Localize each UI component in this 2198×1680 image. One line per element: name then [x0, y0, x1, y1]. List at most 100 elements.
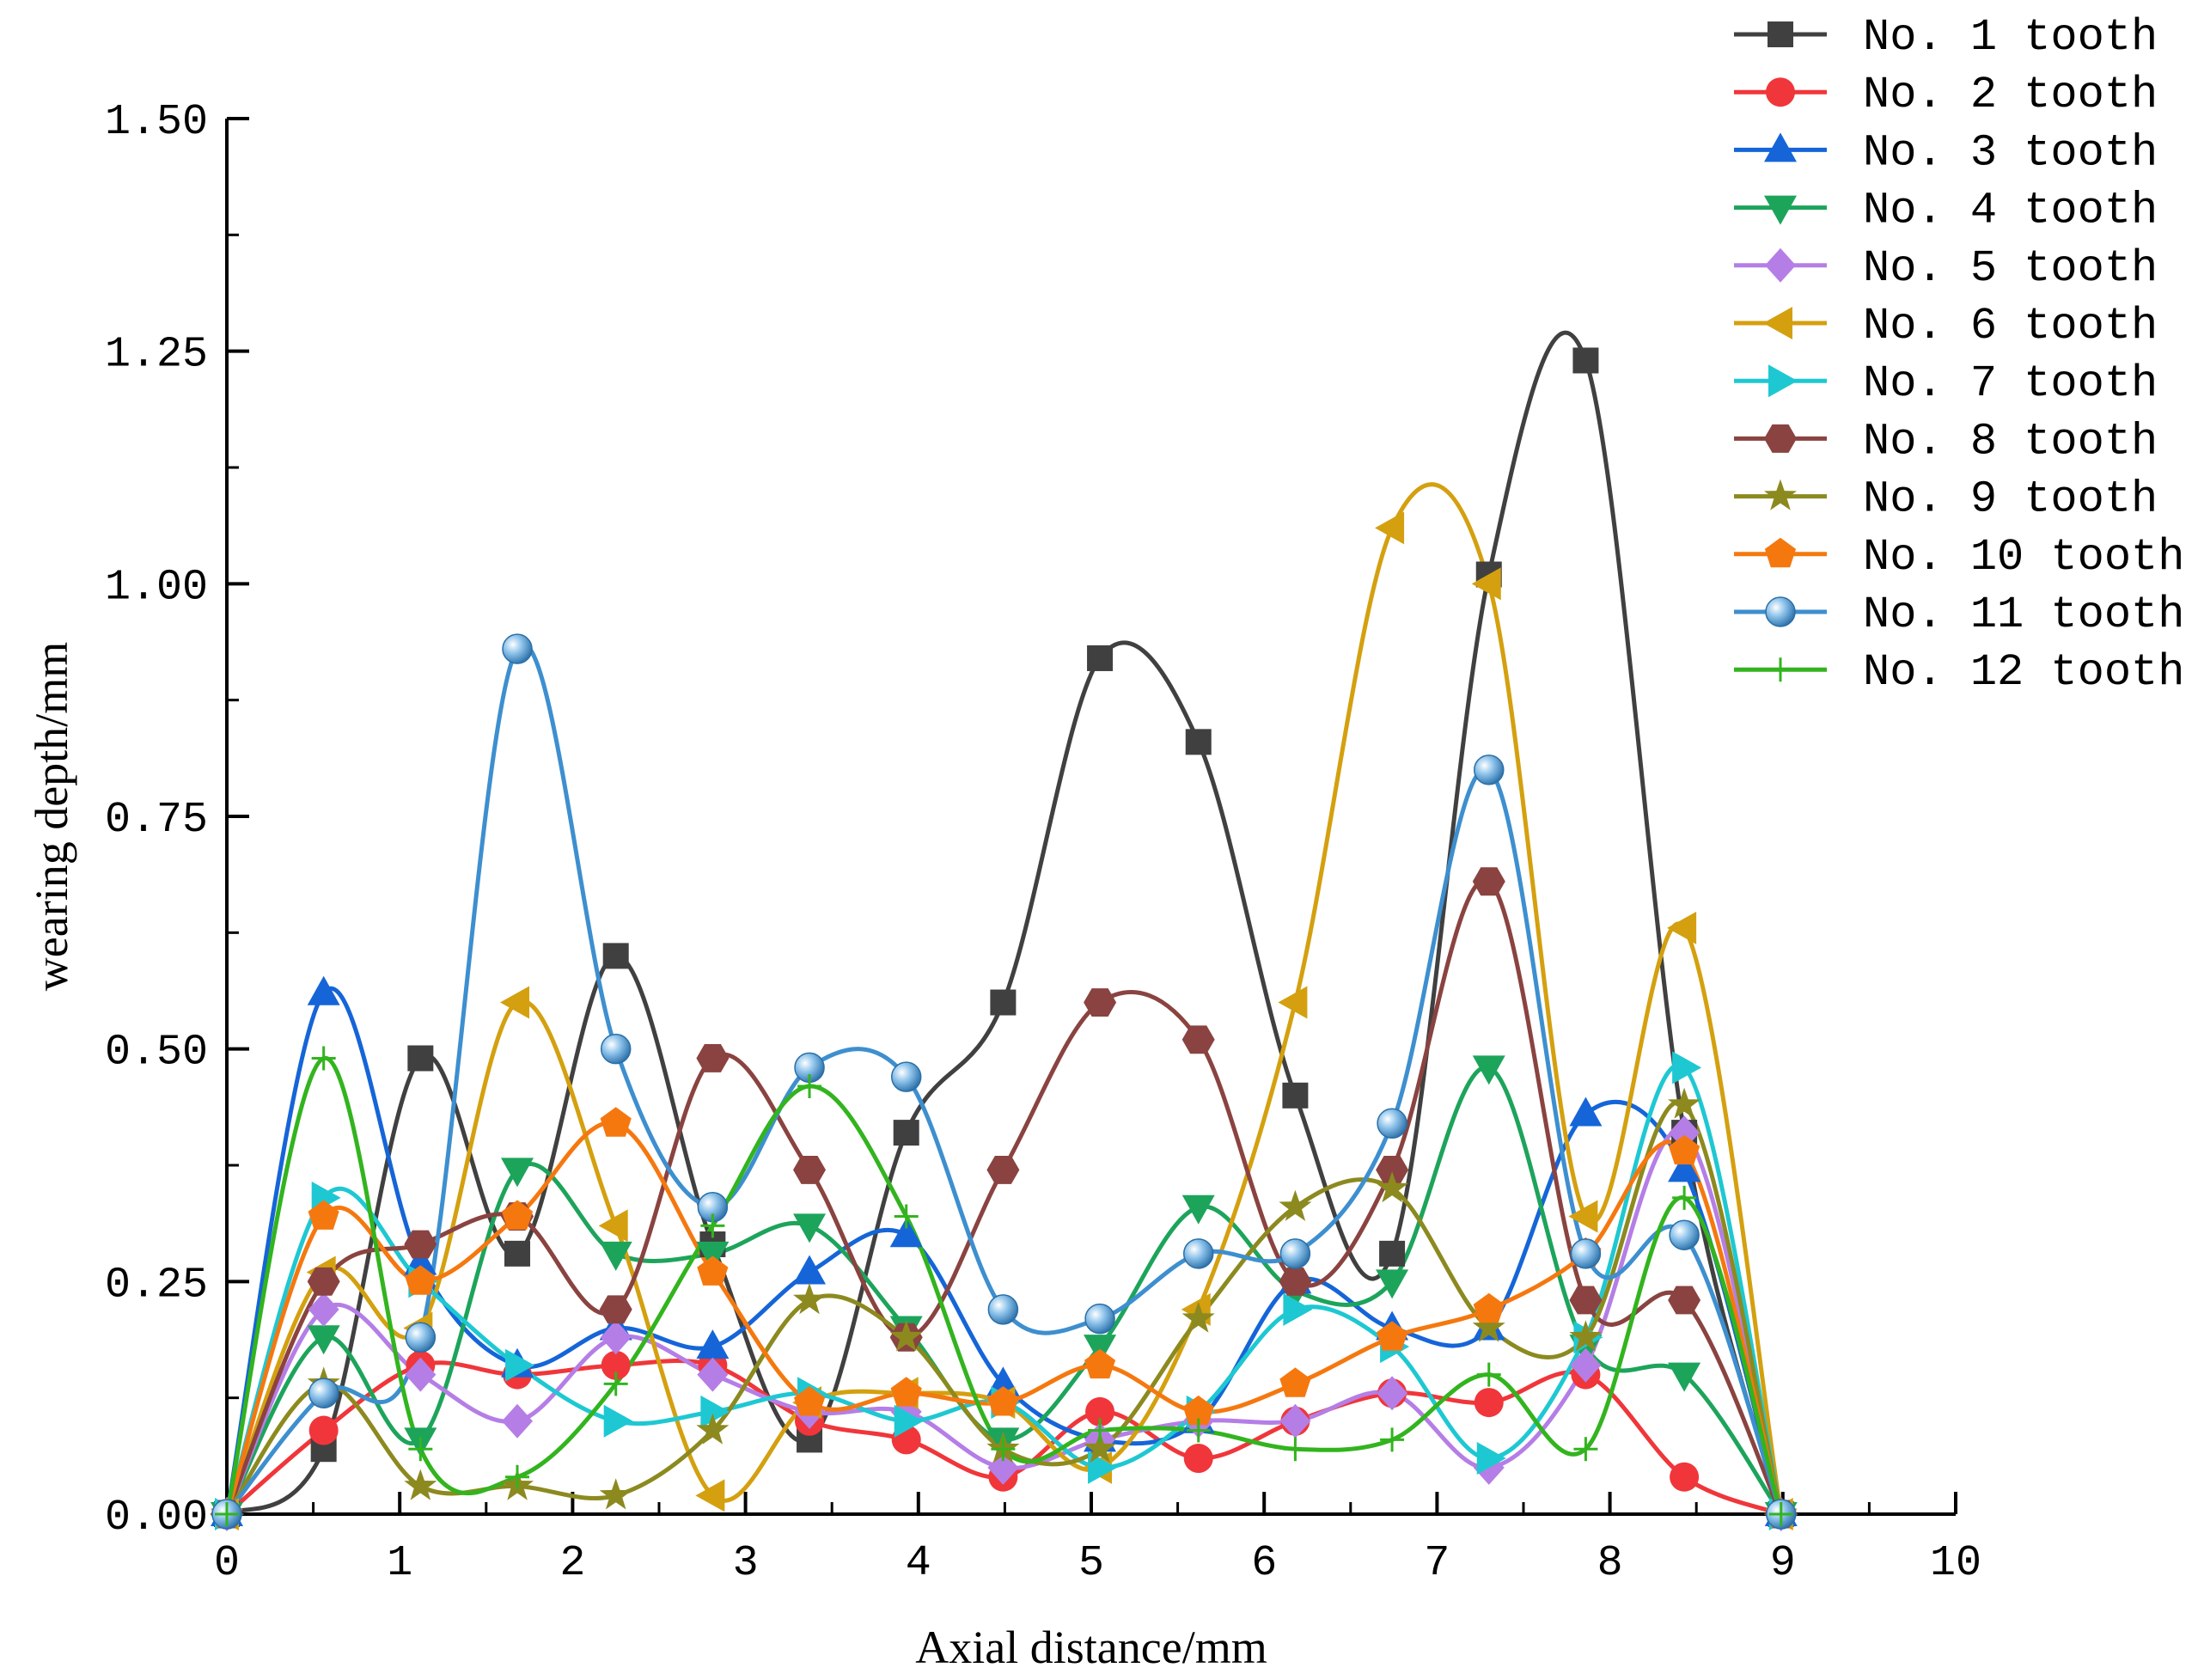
y-axis-title: wearing depth/mm: [26, 642, 77, 991]
data-point-4: [599, 1241, 632, 1271]
data-point-11: [890, 1061, 922, 1092]
data-point-10: [794, 1386, 826, 1416]
y-tick-label: 1.00: [105, 563, 208, 612]
data-point-12: [1088, 1418, 1113, 1443]
legend-label: No. 12 tooth: [1863, 647, 2184, 698]
data-point-5: [308, 1292, 339, 1327]
data-point-2: [308, 1415, 339, 1445]
legend-label: No. 8 tooth: [1863, 416, 2158, 467]
data-point-11: [1669, 1219, 1700, 1250]
data-point-12: [1672, 1185, 1697, 1210]
data-point-12: [1283, 1437, 1308, 1462]
legend-label: No. 11 tooth: [1863, 590, 2184, 640]
data-point-12: [894, 1204, 919, 1229]
data-point-7: [1283, 1292, 1313, 1326]
legend-marker: [1768, 657, 1792, 682]
data-point-1: [1379, 1240, 1406, 1267]
data-point-10: [1084, 1348, 1116, 1379]
data-point-12: [1380, 1427, 1405, 1452]
data-point-12: [1476, 1362, 1501, 1387]
data-point-12: [991, 1437, 1016, 1462]
legend-marker: [1764, 424, 1797, 453]
x-tick-label: 1: [387, 1539, 412, 1588]
data-point-2: [1670, 1462, 1700, 1492]
data-point-10: [1279, 1367, 1311, 1397]
x-tick-label: 6: [1251, 1539, 1277, 1588]
data-point-5: [600, 1320, 632, 1355]
data-point-8: [404, 1230, 437, 1259]
legend-marker: [1764, 537, 1797, 568]
data-point-10: [1669, 1134, 1700, 1165]
data-point-5: [1377, 1376, 1408, 1411]
legend-marker: [1768, 21, 1793, 47]
data-point-6: [1568, 1200, 1598, 1233]
data-point-6: [695, 1479, 725, 1512]
data-point-8: [1569, 1286, 1603, 1315]
data-point-10: [697, 1255, 729, 1286]
legend-marker: [1764, 195, 1797, 225]
data-point-4: [1472, 1055, 1505, 1085]
data-point-12: [311, 1046, 336, 1071]
x-tick-label: 8: [1597, 1539, 1623, 1588]
legend-marker: [1765, 596, 1796, 627]
data-point-9: [1668, 1087, 1701, 1119]
x-tick-label: 5: [1078, 1539, 1104, 1588]
x-tick-label: 3: [733, 1539, 759, 1588]
legend-marker: [1765, 247, 1796, 283]
legend-marker: [1764, 479, 1797, 510]
data-point-6: [1667, 911, 1697, 944]
data-point-10: [1473, 1292, 1505, 1323]
data-point-1: [602, 943, 629, 969]
data-point-3: [696, 1329, 730, 1359]
x-axis-title: Axial distance/mm: [915, 1622, 1267, 1673]
data-point-11: [1084, 1303, 1115, 1335]
data-point-6: [1471, 567, 1501, 601]
data-point-3: [889, 1218, 923, 1248]
data-point-11: [405, 1322, 437, 1353]
data-point-11: [1279, 1238, 1311, 1269]
data-point-1: [504, 1240, 531, 1267]
legend-label: No. 3 tooth: [1863, 127, 2158, 178]
legend-label: No. 5 tooth: [1863, 243, 2158, 294]
data-point-5: [405, 1357, 437, 1392]
data-point-8: [307, 1267, 340, 1296]
data-point-12: [215, 1502, 239, 1526]
legend-marker: [1766, 77, 1795, 107]
data-point-2: [601, 1350, 631, 1380]
series-line-11: [227, 642, 1784, 1514]
y-tick-label: 1.50: [105, 98, 208, 147]
data-point-9: [696, 1413, 730, 1445]
data-point-9: [404, 1469, 437, 1500]
y-tick-label: 1.25: [105, 331, 208, 380]
legend-label: No. 1 tooth: [1863, 12, 2158, 63]
data-point-6: [1278, 986, 1308, 1019]
data-point-3: [1569, 1097, 1603, 1127]
data-point-1: [1185, 729, 1212, 755]
data-point-2: [1183, 1444, 1213, 1474]
data-point-6: [500, 986, 530, 1019]
data-point-7: [603, 1404, 633, 1438]
legend-label: No. 10 tooth: [1863, 532, 2184, 583]
data-point-7: [894, 1404, 924, 1438]
data-point-10: [308, 1200, 339, 1230]
data-point-9: [1569, 1320, 1603, 1352]
data-point-1: [1282, 1082, 1309, 1109]
data-point-8: [696, 1044, 730, 1072]
data-point-4: [1668, 1362, 1701, 1392]
data-point-12: [408, 1437, 433, 1462]
marker-layer: [210, 347, 1798, 1531]
data-point-9: [1181, 1301, 1215, 1333]
data-point-7: [1672, 1051, 1702, 1084]
data-point-4: [307, 1325, 340, 1355]
data-point-12: [603, 1371, 628, 1396]
data-point-8: [1084, 988, 1117, 1017]
data-point-11: [987, 1294, 1019, 1325]
data-point-11: [502, 633, 533, 664]
data-point-10: [987, 1386, 1019, 1416]
data-point-9: [889, 1320, 923, 1352]
data-point-5: [1279, 1403, 1311, 1439]
data-point-6: [598, 1209, 628, 1243]
data-point-11: [1570, 1238, 1602, 1269]
data-point-4: [1181, 1194, 1215, 1225]
